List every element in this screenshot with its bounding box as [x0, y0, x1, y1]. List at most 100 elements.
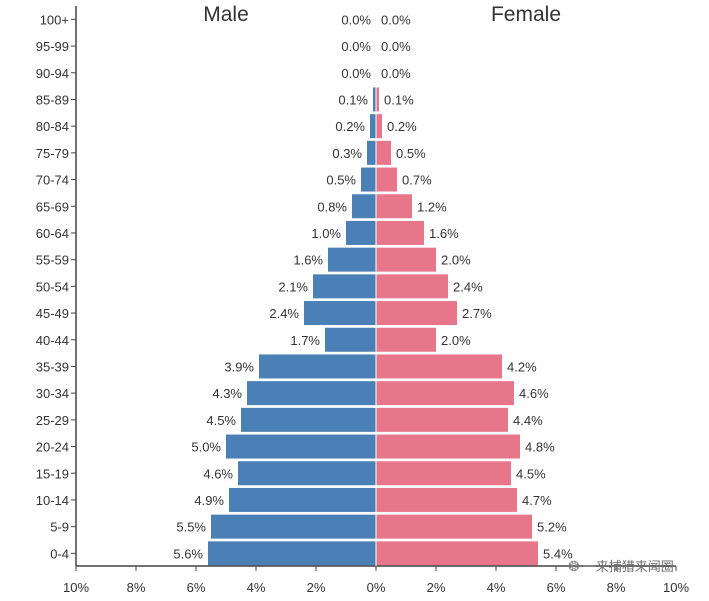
- female-value-label-40-44: 2.0%: [441, 333, 471, 348]
- male-value-label-25-29: 4.5%: [206, 413, 236, 428]
- male-bar-85-89: [373, 87, 376, 112]
- female-bar-20-24: [376, 434, 520, 459]
- female-bar-35-39: [376, 354, 502, 379]
- male-value-label-5-9: 5.5%: [176, 520, 206, 535]
- female-bar-0-4: [376, 541, 538, 566]
- male-bar-40-44: [325, 327, 376, 352]
- age-label-95-99: 95-99: [36, 39, 69, 54]
- female-value-label-80-84: 0.2%: [387, 119, 417, 134]
- female-value-label-50-54: 2.4%: [453, 279, 483, 294]
- male-value-label-40-44: 1.7%: [290, 333, 320, 348]
- male-value-label-0-4: 5.6%: [173, 546, 203, 561]
- female-value-label-90-94: 0.0%: [381, 66, 411, 81]
- female-value-label-45-49: 2.7%: [462, 306, 492, 321]
- x-tick-label: 10%: [663, 580, 689, 595]
- male-bar-45-49: [304, 301, 376, 326]
- age-label-85-89: 85-89: [36, 92, 69, 107]
- age-group-labels: 0-4 5-9 10-14 15-19 20-24 25-29 30-34 35-39 40-4…: [36, 12, 69, 561]
- age-label-30-34: 30-34: [36, 386, 69, 401]
- male-bar-0-4: [208, 541, 376, 566]
- age-label-50-54: 50-54: [36, 279, 69, 294]
- female-value-label-25-29: 4.4%: [513, 413, 543, 428]
- female-value-label-15-19: 4.5%: [516, 466, 546, 481]
- male-bar-25-29: [241, 407, 376, 432]
- female-bar-5-9: [376, 514, 532, 539]
- male-value-label-60-64: 1.0%: [311, 226, 341, 241]
- female-bar-60-64: [376, 220, 424, 245]
- x-tick-label: 8%: [607, 580, 626, 595]
- age-label-10-14: 10-14: [36, 493, 69, 508]
- male-value-label-50-54: 2.1%: [278, 279, 308, 294]
- age-label-15-19: 15-19: [36, 466, 69, 481]
- male-value-label-35-39: 3.9%: [224, 359, 254, 374]
- female-value-label-75-79: 0.5%: [396, 146, 426, 161]
- x-tick-label: 6%: [187, 580, 206, 595]
- male-value-label-80-84: 0.2%: [335, 119, 365, 134]
- male-bar-80-84: [370, 114, 376, 139]
- watermark-text: 一来捕猎来闻圈: [582, 560, 674, 575]
- male-value-label-85-89: 0.1%: [338, 92, 368, 107]
- age-label-40-44: 40-44: [36, 333, 69, 348]
- axes-group: [71, 6, 677, 571]
- female-value-label-60-64: 1.6%: [429, 226, 459, 241]
- x-tick-label: 4%: [247, 580, 266, 595]
- female-title: Female: [491, 3, 561, 26]
- female-bar-25-29: [376, 407, 508, 432]
- x-tick-label: 0%: [367, 580, 386, 595]
- bars-group: 5.6% 5.4% 5.5% 5.2% 4.9% 4.7% 4.6% 4.5% 5.0% 4.8%…: [173, 12, 573, 566]
- age-label-80-84: 80-84: [36, 119, 69, 134]
- female-bar-50-54: [376, 274, 448, 299]
- female-value-label-100plus: 0.0%: [381, 12, 411, 27]
- female-bar-65-69: [376, 194, 412, 219]
- male-bar-15-19: [238, 461, 376, 486]
- age-label-45-49: 45-49: [36, 306, 69, 321]
- female-value-label-20-24: 4.8%: [525, 440, 555, 455]
- male-bar-35-39: [259, 354, 376, 379]
- female-bar-80-84: [376, 114, 382, 139]
- female-bar-75-79: [376, 140, 391, 165]
- age-label-90-94: 90-94: [36, 66, 69, 81]
- age-label-5-9: 5-9: [50, 520, 69, 535]
- age-label-25-29: 25-29: [36, 413, 69, 428]
- age-label-60-64: 60-64: [36, 226, 69, 241]
- male-bar-30-34: [247, 381, 376, 406]
- male-value-label-20-24: 5.0%: [191, 440, 221, 455]
- male-bar-65-69: [352, 194, 376, 219]
- female-bar-30-34: [376, 381, 514, 406]
- male-value-label-90-94: 0.0%: [341, 66, 371, 81]
- age-label-35-39: 35-39: [36, 359, 69, 374]
- female-bar-10-14: [376, 487, 517, 512]
- x-tick-label: 2%: [427, 580, 446, 595]
- age-label-55-59: 55-59: [36, 253, 69, 268]
- x-tick-label: 6%: [547, 580, 566, 595]
- female-value-label-65-69: 1.2%: [417, 199, 447, 214]
- watermark: ❂ 一来捕猎来闻圈: [568, 556, 674, 575]
- age-label-70-74: 70-74: [36, 173, 69, 188]
- female-bar-70-74: [376, 167, 397, 192]
- male-value-label-45-49: 2.4%: [269, 306, 299, 321]
- male-bar-55-59: [328, 247, 376, 272]
- female-value-label-95-99: 0.0%: [381, 39, 411, 54]
- female-bar-85-89: [376, 87, 379, 112]
- female-value-label-5-9: 5.2%: [537, 520, 567, 535]
- male-value-label-70-74: 0.5%: [326, 173, 356, 188]
- male-value-label-55-59: 1.6%: [293, 253, 323, 268]
- female-value-label-0-4: 5.4%: [543, 546, 573, 561]
- male-value-label-75-79: 0.3%: [332, 146, 362, 161]
- male-value-label-95-99: 0.0%: [341, 39, 371, 54]
- male-value-label-65-69: 0.8%: [317, 199, 347, 214]
- male-value-label-100plus: 0.0%: [341, 12, 371, 27]
- male-bar-75-79: [367, 140, 376, 165]
- female-value-label-35-39: 4.2%: [507, 359, 537, 374]
- male-value-label-30-34: 4.3%: [212, 386, 242, 401]
- female-bar-55-59: [376, 247, 436, 272]
- x-tick-label: 8%: [127, 580, 146, 595]
- male-value-label-15-19: 4.6%: [203, 466, 233, 481]
- age-label-75-79: 75-79: [36, 146, 69, 161]
- male-bar-20-24: [226, 434, 376, 459]
- female-value-label-70-74: 0.7%: [402, 173, 432, 188]
- male-bar-70-74: [361, 167, 376, 192]
- age-label-65-69: 65-69: [36, 199, 69, 214]
- age-label-0-4: 0-4: [50, 546, 69, 561]
